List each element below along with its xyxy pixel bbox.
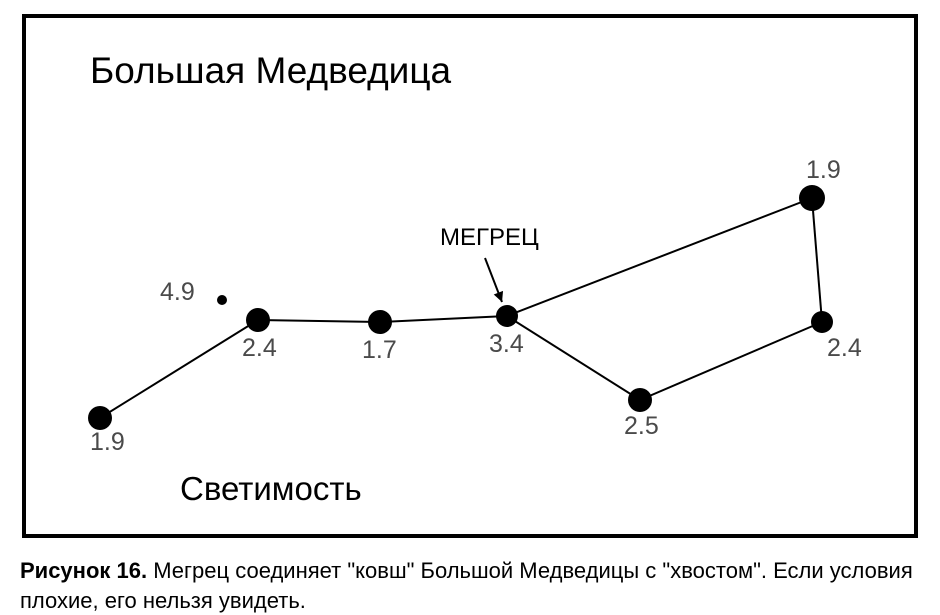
magnitude-label: 2.4: [242, 334, 277, 362]
constellation-star: [496, 305, 518, 327]
caption-prefix: Рисунок 16.: [20, 558, 147, 583]
magnitude-label: 2.5: [624, 412, 659, 440]
figure-caption: Рисунок 16. Мегрец соединяет "ковш" Боль…: [20, 556, 920, 615]
magnitude-label: 1.7: [362, 336, 397, 364]
magnitude-label: 3.4: [489, 330, 524, 358]
caption-text: Мегрец соединяет "ковш" Большой Медведиц…: [20, 558, 913, 613]
magnitude-label: 4.9: [160, 278, 195, 306]
constellation-star: [811, 311, 833, 333]
constellation-star: [88, 406, 112, 430]
magnitude-label: 2.4: [827, 334, 862, 362]
constellation-star: [628, 388, 652, 412]
constellation-edge: [507, 316, 640, 400]
constellation-edge: [258, 320, 380, 322]
constellation-star: [368, 310, 392, 334]
magnitude-label: 1.9: [90, 428, 125, 456]
companion-star: [217, 295, 227, 305]
constellation-chart: 1.9 2.4 1.7 3.4 2.5 2.4 1.9 4.9 МЕГРЕЦ: [0, 0, 940, 614]
constellation-edge: [100, 320, 258, 418]
page: Большая Медведица Светимость 1.92.41.73.…: [0, 0, 940, 614]
constellation-edge: [380, 316, 507, 322]
constellation-edge: [812, 198, 822, 322]
constellation-edge: [507, 198, 812, 316]
magnitude-label: 1.9: [806, 156, 841, 184]
constellation-edge: [640, 322, 822, 400]
constellation-star: [799, 185, 825, 211]
constellation-star: [246, 308, 270, 332]
megrec-callout-label: МЕГРЕЦ: [440, 224, 539, 251]
